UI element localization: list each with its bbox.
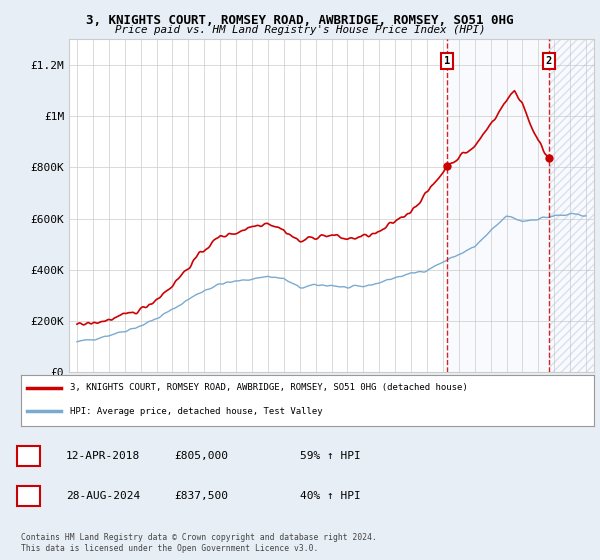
Text: 28-AUG-2024: 28-AUG-2024 — [66, 491, 140, 501]
Bar — [448, 39, 594, 372]
Text: 59% ↑ HPI: 59% ↑ HPI — [300, 451, 361, 461]
Bar — [548, 39, 594, 372]
Text: 40% ↑ HPI: 40% ↑ HPI — [300, 491, 361, 501]
Bar — [548, 39, 594, 372]
Text: 3, KNIGHTS COURT, ROMSEY ROAD, AWBRIDGE, ROMSEY, SO51 0HG (detached house): 3, KNIGHTS COURT, ROMSEY ROAD, AWBRIDGE,… — [70, 383, 467, 393]
Text: Price paid vs. HM Land Registry's House Price Index (HPI): Price paid vs. HM Land Registry's House … — [115, 25, 485, 35]
Text: 3, KNIGHTS COURT, ROMSEY ROAD, AWBRIDGE, ROMSEY, SO51 0HG: 3, KNIGHTS COURT, ROMSEY ROAD, AWBRIDGE,… — [86, 14, 514, 27]
Text: 1: 1 — [25, 451, 32, 461]
Text: Contains HM Land Registry data © Crown copyright and database right 2024.
This d: Contains HM Land Registry data © Crown c… — [21, 533, 377, 553]
Text: 1: 1 — [444, 56, 451, 66]
Text: HPI: Average price, detached house, Test Valley: HPI: Average price, detached house, Test… — [70, 407, 322, 416]
Text: £837,500: £837,500 — [174, 491, 228, 501]
Text: 2: 2 — [25, 491, 32, 501]
Text: £805,000: £805,000 — [174, 451, 228, 461]
Text: 2: 2 — [545, 56, 552, 66]
Text: 12-APR-2018: 12-APR-2018 — [66, 451, 140, 461]
